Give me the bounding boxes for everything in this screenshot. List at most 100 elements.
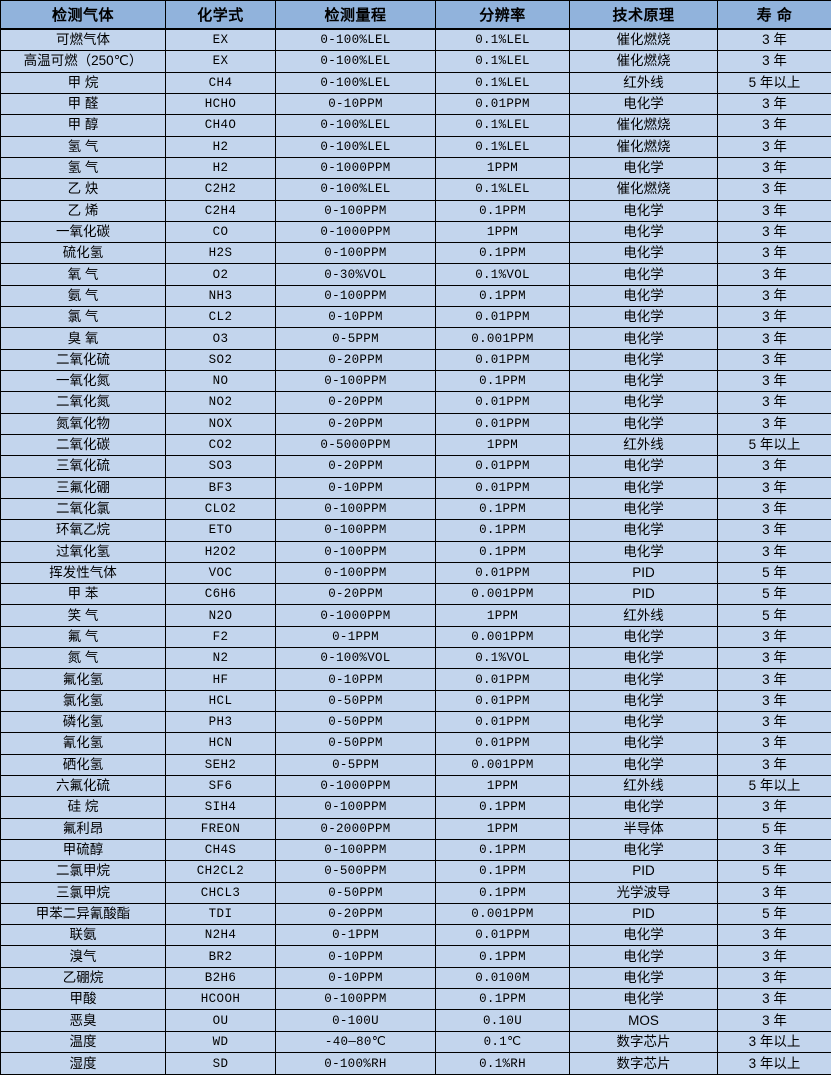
column-header-life: 寿 命 xyxy=(717,0,831,30)
cell-principle: 电化学 xyxy=(569,199,718,222)
table-row: 氰化氢 HCN 0-50PPM 0.01PPM 电化学 3 年 xyxy=(0,732,831,755)
cell-formula: H2S xyxy=(165,242,276,265)
cell-range: 0-1000PPM xyxy=(275,774,436,798)
cell-principle: 电化学 xyxy=(569,370,718,393)
cell-principle: 电化学 xyxy=(569,625,718,649)
cell-life: 3 年 xyxy=(717,284,831,308)
cell-principle: 数字芯片 xyxy=(569,1052,718,1075)
cell-range: 0-20PPM xyxy=(275,583,436,606)
cell-gas: 三氧化硫 xyxy=(0,455,166,478)
cell-life: 3 年 xyxy=(717,455,831,478)
cell-range: 0-100PPM xyxy=(275,199,436,222)
cell-resolution: 0.1PPM xyxy=(435,860,570,883)
table-row: 二氯甲烷 CH2CL2 0-500PPM 0.1PPM PID 5 年 xyxy=(0,860,831,883)
cell-resolution: 0.1PPM xyxy=(435,881,570,904)
cell-resolution: 0.001PPM xyxy=(435,327,570,350)
table-row: 二氧化氮 NO2 0-20PPM 0.01PPM 电化学 3 年 xyxy=(0,391,831,414)
cell-principle: PID xyxy=(569,561,718,585)
table-header: 检测气体 化学式 检测量程 分辨率 技术原理 寿 命 xyxy=(0,0,831,30)
cell-formula: SEH2 xyxy=(165,753,276,776)
table-row: 一氧化氮 NO 0-100PPM 0.1PPM 电化学 3 年 xyxy=(0,370,831,393)
cell-life: 3 年 xyxy=(717,647,831,670)
cell-principle: 电化学 xyxy=(569,220,718,244)
cell-principle: 催化燃烧 xyxy=(569,178,718,201)
cell-resolution: 0.1PPM xyxy=(435,519,570,542)
cell-range: 0-50PPM xyxy=(275,689,436,713)
cell-formula: BR2 xyxy=(165,945,276,968)
cell-resolution: 0.1%VOL xyxy=(435,647,570,670)
cell-life: 5 年以上 xyxy=(717,774,831,798)
cell-life: 3 年 xyxy=(717,306,831,329)
cell-life: 5 年 xyxy=(717,583,831,606)
table-row: 联氨 N2H4 0-1PPM 0.01PPM 电化学 3 年 xyxy=(0,924,831,947)
cell-formula: CHCL3 xyxy=(165,881,276,904)
cell-resolution: 0.1PPM xyxy=(435,838,570,862)
cell-resolution: 0.1PPM xyxy=(435,796,570,819)
cell-life: 3 年 xyxy=(717,625,831,649)
cell-range: 0-1PPM xyxy=(275,625,436,649)
cell-principle: 电化学 xyxy=(569,540,718,563)
cell-life: 5 年 xyxy=(717,604,831,627)
cell-formula: HCOOH xyxy=(165,988,276,1011)
cell-resolution: 1PPM xyxy=(435,220,570,244)
cell-life: 3 年 xyxy=(717,753,831,776)
cell-life: 3 年 xyxy=(717,476,831,499)
cell-life: 3 年 xyxy=(717,838,831,862)
cell-gas: 甲硫醇 xyxy=(0,838,166,862)
cell-life: 3 年以上 xyxy=(717,1030,831,1054)
table-row: 过氧化氢 H2O2 0-100PPM 0.1PPM 电化学 3 年 xyxy=(0,540,831,563)
cell-gas: 三氟化硼 xyxy=(0,476,166,499)
cell-gas: 乙 炔 xyxy=(0,178,166,201)
cell-principle: 催化燃烧 xyxy=(569,28,718,52)
cell-formula: CO2 xyxy=(165,433,276,457)
table-row: 氟化氢 HF 0-10PPM 0.01PPM 电化学 3 年 xyxy=(0,668,831,691)
cell-life: 3 年 xyxy=(717,135,831,158)
table-row: 氢 气 H2 0-100%LEL 0.1%LEL 催化燃烧 3 年 xyxy=(0,135,831,158)
cell-resolution: 0.001PPM xyxy=(435,753,570,776)
cell-gas: 六氟化硫 xyxy=(0,774,166,798)
cell-resolution: 0.01PPM xyxy=(435,689,570,713)
table-row: 二氧化硫 SO2 0-20PPM 0.01PPM 电化学 3 年 xyxy=(0,348,831,372)
cell-formula: NH3 xyxy=(165,284,276,308)
cell-formula: C2H4 xyxy=(165,199,276,222)
cell-gas: 恶臭 xyxy=(0,1009,166,1032)
cell-principle: 电化学 xyxy=(569,242,718,265)
table-row: 甲 醛 HCHO 0-10PPM 0.01PPM 电化学 3 年 xyxy=(0,92,831,116)
cell-principle: 电化学 xyxy=(569,412,718,435)
cell-resolution: 1PPM xyxy=(435,774,570,798)
cell-range: -40—80℃ xyxy=(275,1030,436,1054)
cell-principle: 电化学 xyxy=(569,327,718,350)
cell-range: 0-100%VOL xyxy=(275,647,436,670)
cell-principle: 电化学 xyxy=(569,796,718,819)
cell-gas: 甲酸 xyxy=(0,988,166,1011)
cell-gas: 溴气 xyxy=(0,945,166,968)
cell-formula: O2 xyxy=(165,263,276,286)
table-row: 甲 苯 C6H6 0-20PPM 0.001PPM PID 5 年 xyxy=(0,583,831,606)
table-row: 甲硫醇 CH4S 0-100PPM 0.1PPM 电化学 3 年 xyxy=(0,838,831,862)
cell-principle: 电化学 xyxy=(569,689,718,713)
cell-principle: 电化学 xyxy=(569,497,718,521)
cell-gas: 氟 气 xyxy=(0,625,166,649)
cell-range: 0-1000PPM xyxy=(275,156,436,180)
cell-formula: NO xyxy=(165,370,276,393)
cell-formula: CL2 xyxy=(165,306,276,329)
cell-gas: 温度 xyxy=(0,1030,166,1054)
table-row: 氟利昂 FREON 0-2000PPM 1PPM 半导体 5 年 xyxy=(0,817,831,840)
cell-life: 5 年 xyxy=(717,902,831,926)
cell-resolution: 0.01PPM xyxy=(435,306,570,329)
cell-principle: 电化学 xyxy=(569,988,718,1011)
cell-principle: 数字芯片 xyxy=(569,1030,718,1054)
cell-life: 3 年 xyxy=(717,497,831,521)
cell-range: 0-100PPM xyxy=(275,370,436,393)
table-row: 硫化氢 H2S 0-100PPM 0.1PPM 电化学 3 年 xyxy=(0,242,831,265)
cell-formula: SO3 xyxy=(165,455,276,478)
cell-range: 0-5PPM xyxy=(275,327,436,350)
cell-formula: CO xyxy=(165,220,276,244)
cell-range: 0-100%LEL xyxy=(275,71,436,94)
cell-range: 0-1PPM xyxy=(275,924,436,947)
cell-formula: C6H6 xyxy=(165,583,276,606)
header-row: 检测气体 化学式 检测量程 分辨率 技术原理 寿 命 xyxy=(0,0,831,30)
cell-formula: EX xyxy=(165,28,276,52)
cell-life: 3 年 xyxy=(717,924,831,947)
